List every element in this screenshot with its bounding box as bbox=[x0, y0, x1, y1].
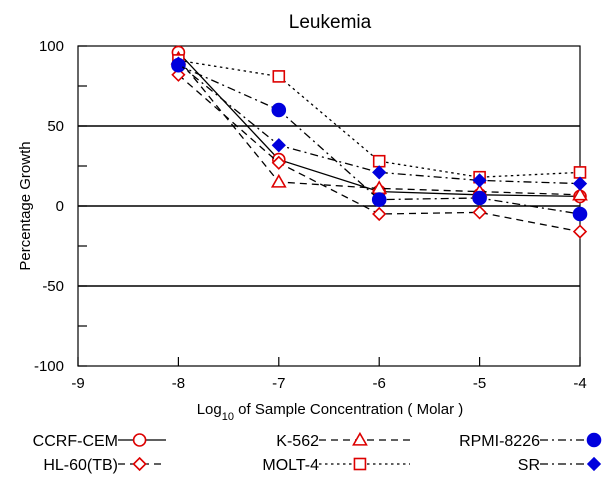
data-point bbox=[372, 206, 387, 222]
x-tick-label: -9 bbox=[71, 375, 84, 392]
legend-entry: SR bbox=[518, 456, 602, 474]
data-point bbox=[271, 155, 286, 170]
legend-label: K-562 bbox=[276, 433, 319, 450]
y-tick-label: 100 bbox=[39, 38, 64, 55]
legend-marker bbox=[132, 433, 147, 447]
series-line bbox=[177, 63, 581, 185]
data-point bbox=[572, 206, 588, 222]
series-rpmi-8226 bbox=[171, 57, 588, 222]
legend-label: CCRF-CEM bbox=[33, 433, 118, 450]
legend-marker bbox=[586, 456, 602, 472]
data-point bbox=[472, 190, 487, 206]
legend: CCRF-CEM HL-60(TB) K-562 MOLT-4 RPMI-8226 SR bbox=[33, 431, 602, 474]
tick-labels: -100 -50 0 50 100 -9 -8 -7 -6 -5 -4 bbox=[34, 38, 587, 392]
legend-label: HL-60(TB) bbox=[43, 457, 118, 474]
x-tick-label: -6 bbox=[373, 375, 386, 392]
data-point bbox=[271, 102, 287, 118]
x-tick-label: -5 bbox=[473, 375, 486, 392]
data-point bbox=[572, 224, 588, 239]
legend-marker bbox=[132, 456, 147, 472]
series-molt-4 bbox=[172, 54, 587, 184]
data-point bbox=[371, 192, 387, 207]
data-point bbox=[573, 166, 587, 179]
legend-marker bbox=[586, 432, 602, 448]
series-group bbox=[170, 45, 588, 239]
series-line bbox=[178, 64, 581, 215]
data-point bbox=[272, 70, 286, 83]
y-tick-label: -50 bbox=[42, 278, 64, 295]
legend-marker bbox=[352, 431, 368, 446]
y-axis-title: Percentage Growth bbox=[17, 141, 34, 270]
legend-entry: RPMI-8226 bbox=[459, 432, 602, 450]
y-tick-label: 50 bbox=[47, 118, 64, 135]
data-point bbox=[472, 205, 487, 220]
x-axis-title-prefix: Log bbox=[197, 401, 222, 418]
legend-marker bbox=[353, 457, 367, 471]
chart-title: Leukemia bbox=[289, 12, 372, 33]
legend-label: MOLT-4 bbox=[262, 457, 319, 474]
x-axis-title: Log10 of Sample Concentration ( Molar ) bbox=[197, 401, 464, 423]
legend-entry: CCRF-CEM bbox=[33, 433, 166, 450]
data-point bbox=[372, 165, 387, 180]
data-point bbox=[372, 154, 386, 168]
legend-entry: K-562 bbox=[276, 431, 410, 450]
x-tick-label: -8 bbox=[172, 375, 185, 392]
legend-entry: MOLT-4 bbox=[262, 457, 410, 474]
x-tick-label: -4 bbox=[573, 375, 586, 392]
data-point bbox=[271, 138, 286, 153]
grid-lines bbox=[78, 125, 580, 287]
legend-entry: HL-60(TB) bbox=[43, 456, 166, 474]
data-point bbox=[472, 173, 487, 188]
x-axis-title-subscript: 10 bbox=[222, 411, 234, 423]
data-point bbox=[171, 56, 186, 71]
x-axis-title-suffix: of Sample Concentration ( Molar ) bbox=[234, 401, 463, 418]
series-hl-60-tb- bbox=[171, 67, 588, 239]
y-tick-label: 0 bbox=[56, 198, 64, 215]
x-tick-label: -7 bbox=[272, 375, 285, 392]
data-point bbox=[572, 186, 588, 201]
data-point bbox=[572, 176, 588, 191]
data-point bbox=[270, 173, 287, 188]
series-line bbox=[178, 59, 581, 178]
legend-label: SR bbox=[518, 457, 540, 474]
y-tick-label: -100 bbox=[34, 358, 64, 375]
series-sr bbox=[171, 56, 588, 191]
legend-label: RPMI-8226 bbox=[459, 433, 540, 450]
axis-ticks bbox=[77, 45, 581, 367]
